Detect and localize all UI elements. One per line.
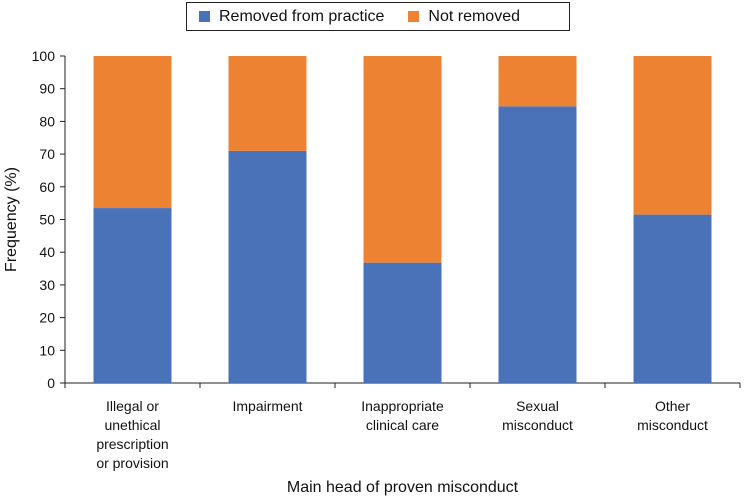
x-tick-label: Impairment — [232, 398, 302, 414]
x-axis-title: Main head of proven misconduct — [287, 479, 519, 496]
legend-item-removed: Removed from practice — [199, 8, 384, 26]
legend-item-not-removed: Not removed — [408, 8, 520, 26]
y-tick-label: 0 — [47, 375, 55, 391]
x-tick-label: Sexual misconduct — [502, 398, 573, 433]
x-tick-label: Other misconduct — [637, 398, 708, 433]
legend-swatch-removed — [199, 11, 210, 22]
legend-swatch-not-removed — [408, 11, 420, 22]
y-tick-label: 90 — [39, 81, 55, 97]
bar-not-removed — [93, 56, 172, 209]
y-tick-label: 80 — [39, 113, 55, 129]
bar-removed — [498, 106, 577, 383]
y-tick-label: 20 — [39, 310, 55, 326]
bar-removed — [363, 262, 442, 383]
legend-label-not-removed: Not removed — [428, 7, 520, 25]
y-tick-label: 10 — [39, 342, 55, 358]
bar-removed — [228, 150, 307, 383]
bar-not-removed — [498, 56, 577, 107]
bar-removed — [633, 214, 712, 383]
bar-not-removed — [633, 56, 712, 215]
bar-not-removed — [228, 56, 307, 151]
y-tick-label: 60 — [39, 179, 55, 195]
y-axis-title: Frequency (%) — [3, 167, 20, 272]
y-tick-label: 50 — [39, 212, 55, 228]
x-tick-label: Illegal or unethical prescription or provis… — [96, 398, 168, 471]
bar-removed — [93, 208, 172, 383]
legend-label-removed: Removed from practice — [219, 7, 385, 25]
legend: Removed from practice Not removed — [186, 2, 570, 31]
y-tick-label: 30 — [39, 277, 55, 293]
x-tick-label: Inappropriate clinical care — [361, 398, 444, 433]
y-tick-label: 40 — [39, 244, 55, 260]
y-tick-label: 70 — [39, 146, 55, 162]
bar-not-removed — [363, 56, 442, 263]
y-tick-label: 100 — [32, 48, 56, 64]
